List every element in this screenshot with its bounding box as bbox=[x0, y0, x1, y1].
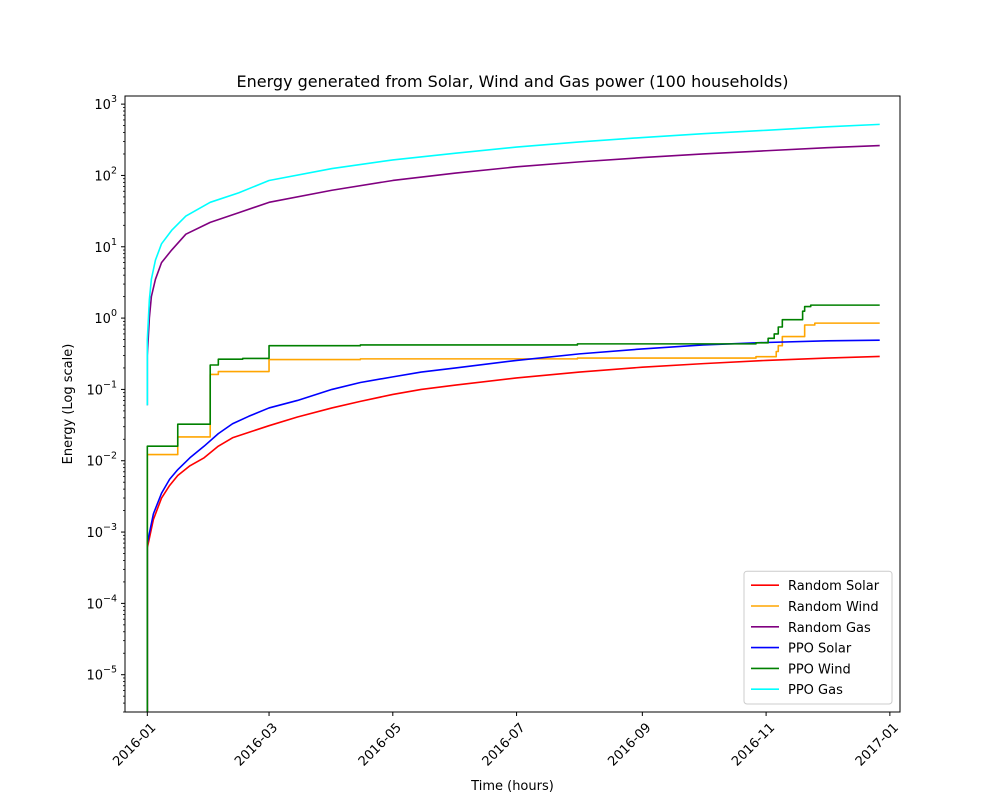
y-tick-label: 10−4 bbox=[86, 593, 117, 612]
legend-label: PPO Solar bbox=[788, 642, 852, 657]
chart-title: Energy generated from Solar, Wind and Ga… bbox=[237, 72, 789, 91]
legend-label: PPO Gas bbox=[788, 683, 843, 698]
series-layer bbox=[146, 123, 880, 712]
y-tick-label: 103 bbox=[94, 94, 117, 113]
legend-box bbox=[743, 570, 893, 705]
y-axis-ticks: 10−5 10−4 10−3 10−2 10−1 100 101 102 103 bbox=[86, 94, 125, 713]
legend-label: Random Solar bbox=[788, 579, 880, 594]
y-tick-label: 10−5 bbox=[86, 665, 117, 684]
x-axis-label: Time (hours) bbox=[470, 779, 554, 794]
y-tick-label: 10−1 bbox=[86, 379, 117, 398]
y-tick-label: 10−3 bbox=[86, 522, 117, 541]
series-line-ppo-solar bbox=[146, 339, 880, 712]
legend-label: Random Wind bbox=[788, 600, 879, 615]
legend-label: Random Gas bbox=[788, 621, 871, 636]
legend-label: PPO Wind bbox=[788, 662, 851, 677]
y-tick-label: 102 bbox=[94, 165, 117, 184]
series-line-random-solar bbox=[146, 355, 880, 712]
y-axis-label: Energy (Log scale) bbox=[61, 344, 76, 465]
plot-frame bbox=[124, 95, 901, 713]
y-tick-label: 100 bbox=[94, 308, 117, 327]
y-tick-label: 101 bbox=[94, 237, 117, 256]
series-line-ppo-gas bbox=[146, 123, 880, 406]
legend: Random Solar Random Wind Random Gas PPO Sol… bbox=[743, 570, 893, 705]
series-line-ppo-wind bbox=[146, 304, 880, 712]
series-line-random-gas bbox=[146, 144, 880, 406]
y-tick-label: 10−2 bbox=[86, 451, 117, 470]
